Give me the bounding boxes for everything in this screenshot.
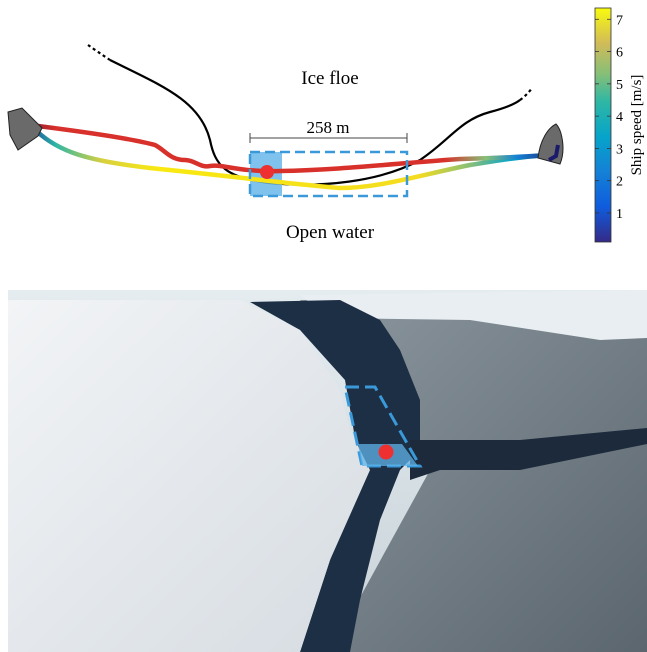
ship-left bbox=[8, 108, 42, 150]
colorbar-tick-label: 3 bbox=[616, 142, 623, 157]
colorbar-label: Ship speed [m/s] bbox=[629, 75, 645, 176]
colorbar-tick-label: 1 bbox=[616, 207, 623, 222]
colorbar: Ship speed [m/s] 1 2 3 4 5 6 7 bbox=[595, 8, 645, 242]
colorbar-tick-label: 6 bbox=[616, 46, 623, 61]
aerial-photo bbox=[8, 290, 647, 652]
figure: 258 m Ice floe Open water Ship speed [m/… bbox=[0, 0, 647, 652]
colorbar-gradient bbox=[595, 8, 611, 242]
colorbar-tick-label: 7 bbox=[616, 13, 623, 28]
ice-label: Ice floe bbox=[301, 68, 358, 89]
ice-edge-dotted bbox=[88, 45, 110, 60]
colorbar-tick-label: 5 bbox=[616, 78, 623, 93]
position-marker bbox=[260, 165, 274, 179]
water-label: Open water bbox=[286, 222, 375, 243]
distance-label: 258 m bbox=[307, 118, 350, 137]
photo-position-marker bbox=[379, 445, 394, 460]
ice-edge-dotted bbox=[520, 88, 532, 100]
colorbar-tick-label: 4 bbox=[616, 110, 623, 125]
colorbar-tick-label: 2 bbox=[616, 175, 623, 190]
trajectory-diagram: 258 m Ice floe Open water bbox=[8, 45, 563, 243]
